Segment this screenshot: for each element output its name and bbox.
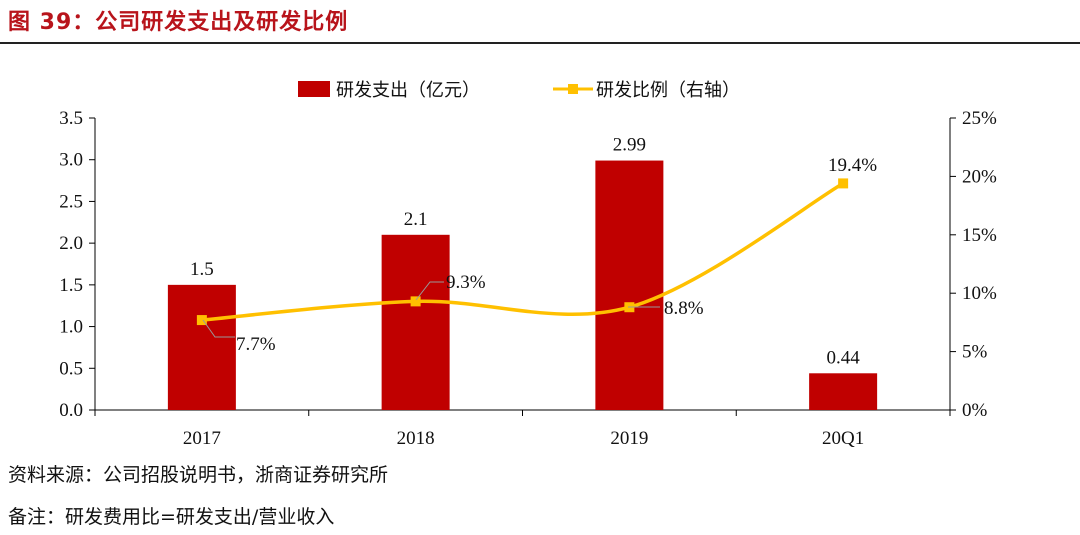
marker-2018 [410, 296, 421, 307]
bar-20q1 [809, 373, 878, 410]
left-tick-label: 3.5 [59, 108, 83, 129]
legend-bar-swatch [298, 81, 330, 97]
legend-line-label: 研发比例（右轴） [596, 80, 740, 101]
bar-2019 [595, 160, 664, 410]
bar-label-20q1: 0.44 [827, 347, 861, 368]
right-y-ticks: 0% 5% 10% 15% 20% 25% [950, 108, 997, 421]
left-tick-label: 1.5 [59, 275, 83, 296]
left-tick-label: 2.5 [59, 191, 83, 212]
left-tick-label: 2.0 [59, 233, 83, 254]
figure-title: 图 39：公司研发支出及研发比例 [8, 10, 349, 35]
bar-2017 [167, 284, 236, 410]
remark-note: 备注：研发费用比=研发支出/营业收入 [8, 506, 335, 528]
ratio-line [201, 181, 845, 322]
x-tick-label: 20Q1 [822, 428, 864, 449]
right-tick-label: 15% [962, 225, 997, 246]
line-labels: 7.7% 9.3% 8.8% 19.4% [236, 155, 877, 355]
line-label-2019: 8.8% [664, 298, 704, 319]
chart: 研发支出（亿元） 研发比例（右轴） 0.0 0.5 1.0 1.5 2.0 2.5 3.0 3… [59, 80, 997, 449]
leader-line-2018 [415, 281, 444, 301]
bar-label-2017: 1.5 [190, 259, 214, 280]
bar-2018 [381, 234, 450, 410]
left-y-ticks: 0.0 0.5 1.0 1.5 2.0 2.5 3.0 3.5 [59, 108, 95, 421]
left-tick-label: 0.5 [59, 358, 83, 379]
left-tick-label: 3.0 [59, 150, 83, 171]
right-tick-label: 10% [962, 283, 997, 304]
left-tick-label: 0.0 [59, 400, 83, 421]
right-tick-label: 5% [962, 342, 988, 363]
title-divider [0, 42, 1080, 44]
leader-line-2017 [202, 319, 235, 338]
x-ticks: 2017 2018 2019 20Q1 [94, 410, 951, 449]
bar-label-2019: 2.99 [613, 135, 646, 156]
bar-labels: 1.5 2.1 2.99 0.44 [190, 135, 860, 369]
line-label-2017: 7.7% [236, 334, 276, 355]
x-tick-label: 2018 [397, 428, 435, 449]
line-label-2018: 9.3% [446, 272, 486, 293]
marker-2017 [196, 315, 207, 326]
bar-label-2018: 2.1 [404, 209, 428, 230]
line-label-20q1: 19.4% [828, 155, 877, 176]
source-note: 资料来源：公司招股说明书，浙商证券研究所 [8, 464, 389, 486]
left-tick-label: 1.0 [59, 317, 83, 338]
x-tick-label: 2017 [183, 428, 221, 449]
right-tick-label: 25% [962, 108, 997, 129]
right-tick-label: 0% [962, 400, 988, 421]
legend-bar-label: 研发支出（亿元） [336, 80, 480, 101]
right-tick-label: 20% [962, 166, 997, 187]
legend-line-marker [568, 84, 578, 94]
line-markers [196, 178, 849, 326]
x-tick-label: 2019 [610, 428, 648, 449]
bar-series [167, 160, 878, 410]
marker-20q1 [838, 178, 849, 189]
legend: 研发支出（亿元） 研发比例（右轴） [298, 80, 740, 101]
